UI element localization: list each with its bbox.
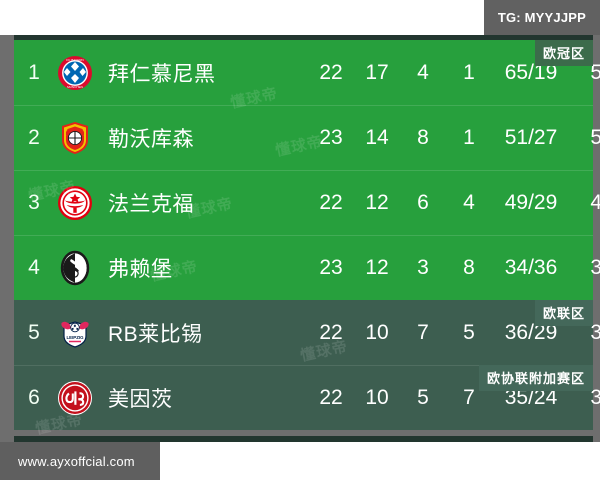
bayer-leverkusen-crest	[54, 117, 96, 159]
stat-draw: 3	[417, 255, 429, 279]
team-name: 美因茨	[108, 387, 173, 411]
row-position: 3	[28, 190, 40, 214]
stat-goals: 49/29	[504, 190, 558, 214]
svg-text:FC BAYERN: FC BAYERN	[66, 57, 83, 61]
stat-loss: 4	[463, 190, 475, 214]
stat-loss: 1	[463, 60, 475, 84]
row-position: 1	[28, 60, 40, 84]
stat-loss: 5	[463, 320, 475, 344]
row-stats: 23 14 8 1 51/27 50	[308, 126, 600, 150]
stat-goals: 51/27	[504, 125, 558, 149]
standings-rows: 欧冠区 1 FC	[14, 40, 600, 436]
table-row[interactable]: 欧冠区 1 FC	[14, 40, 600, 105]
table-row[interactable]: 3 法兰克福	[14, 170, 600, 235]
stat-win: 17	[365, 60, 389, 84]
table-right-rail	[593, 35, 600, 442]
team-name: RB莱比锡	[108, 322, 203, 346]
row-position: 6	[28, 385, 40, 409]
telegram-watermark-badge: TG: MYYJJPP	[483, 0, 600, 35]
stat-loss: 7	[463, 385, 475, 409]
stat-draw: 4	[417, 60, 429, 84]
stat-played: 22	[319, 320, 343, 344]
rb-leipzig-crest: LEIPZIG	[54, 312, 96, 354]
standings-table: 欧冠区 1 FC	[0, 35, 600, 442]
stat-draw: 5	[417, 385, 429, 409]
stat-points: 50	[590, 125, 600, 149]
mainz-05-crest	[54, 377, 96, 419]
eintracht-frankfurt-crest	[54, 182, 96, 224]
row-stats: 22 12 6 4 49/29 42	[308, 191, 600, 215]
team-name: 拜仁慕尼黑	[108, 62, 216, 86]
table-row[interactable]: 欧协联附加赛区 6	[14, 365, 600, 430]
site-watermark-badge: www.ayxoffcial.com	[0, 442, 160, 480]
stat-draw: 6	[417, 190, 429, 214]
row-stats: 22 17 4 1 65/19 55	[308, 61, 600, 85]
svg-text:LEIPZIG: LEIPZIG	[66, 335, 84, 340]
table-row[interactable]: 欧联区 5 LEIPZIG	[14, 300, 600, 365]
team-name: 法兰克福	[108, 192, 194, 216]
team-name: 勒沃库森	[108, 127, 194, 151]
stat-played: 22	[319, 60, 343, 84]
zone-badge-champions-league: 欧冠区	[534, 40, 593, 66]
stat-played: 22	[319, 190, 343, 214]
stat-draw: 8	[417, 125, 429, 149]
stat-played: 23	[319, 255, 343, 279]
table-left-rail	[0, 35, 14, 442]
bottom-white-strip: www.ayxoffcial.com	[0, 442, 600, 480]
row-stats: 22 10 5 7 35/24 35	[308, 386, 600, 410]
table-row[interactable]: 2 勒沃库森 23 14	[14, 105, 600, 170]
zone-badge-europa-league: 欧联区	[534, 300, 593, 326]
bayern-munich-crest: FC BAYERN MUNCHEN	[54, 52, 96, 94]
stat-goals: 35/24	[504, 385, 558, 409]
stat-win: 10	[365, 385, 389, 409]
svg-text:MUNCHEN: MUNCHEN	[67, 85, 83, 89]
stat-win: 10	[365, 320, 389, 344]
stat-played: 23	[319, 125, 343, 149]
stat-loss: 1	[463, 125, 475, 149]
stat-win: 12	[365, 190, 389, 214]
stat-draw: 7	[417, 320, 429, 344]
stat-points: 35	[590, 385, 600, 409]
table-row[interactable]: 4 弗赖堡 23 12	[14, 235, 600, 300]
stat-loss: 8	[463, 255, 475, 279]
row-stats: 23 12 3 8 34/36 39	[308, 256, 600, 280]
row-position: 2	[28, 125, 40, 149]
stat-points: 42	[590, 190, 600, 214]
zone-badge-conference-playoff: 欧协联附加赛区	[478, 365, 593, 391]
table-bottom-band	[0, 436, 600, 442]
stat-goals: 36/29	[504, 320, 558, 344]
stat-win: 14	[365, 125, 389, 149]
table-top-band	[0, 35, 600, 40]
row-position: 5	[28, 320, 40, 344]
stat-goals: 65/19	[504, 60, 558, 84]
stat-played: 22	[319, 385, 343, 409]
stat-points: 39	[590, 255, 600, 279]
stat-goals: 34/36	[504, 255, 558, 279]
row-stats: 22 10 7 5 36/29 37	[308, 321, 600, 345]
team-name: 弗赖堡	[108, 257, 173, 281]
stat-win: 12	[365, 255, 389, 279]
top-white-strip: TG: MYYJJPP	[0, 0, 600, 35]
stat-points: 37	[590, 320, 600, 344]
stat-points: 55	[590, 60, 600, 84]
sc-freiburg-crest	[54, 247, 96, 289]
row-position: 4	[28, 255, 40, 279]
